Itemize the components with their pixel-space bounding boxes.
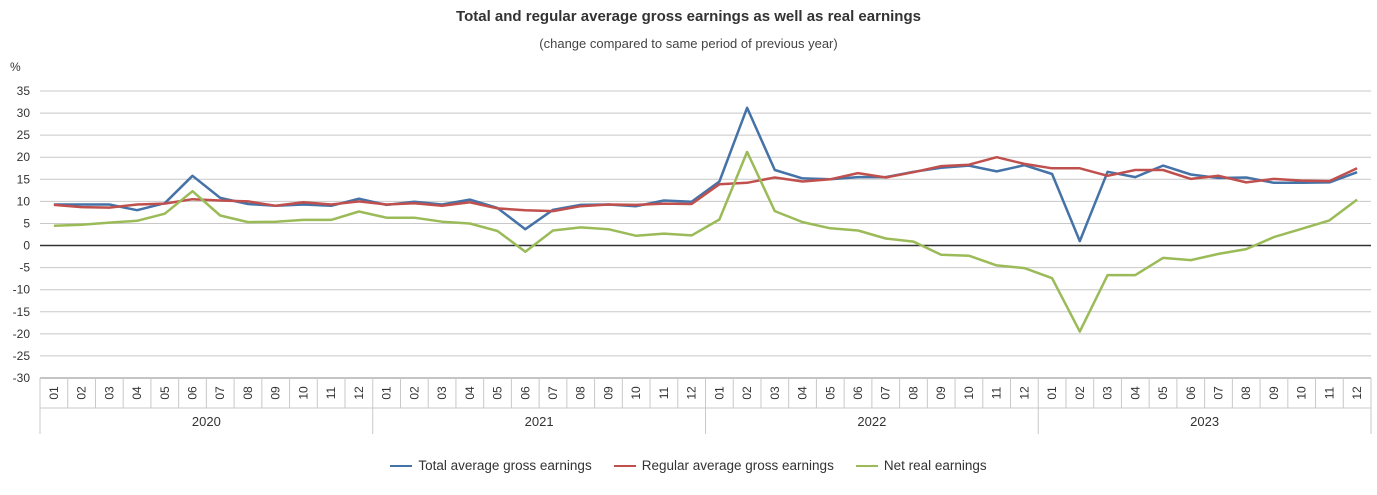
y-tick-label: 5: [23, 216, 30, 230]
x-tick-label-month: 09: [269, 386, 283, 400]
x-tick-label-month: 06: [518, 386, 532, 400]
x-tick-label-month: 05: [491, 386, 505, 400]
y-tick-label: 25: [17, 128, 31, 142]
x-tick-label-month: 06: [186, 386, 200, 400]
legend-label: Net real earnings: [883, 458, 987, 473]
x-tick-label-month: 05: [1156, 386, 1170, 400]
x-tick-label-month: 08: [241, 386, 255, 400]
x-tick-label-month: 08: [1239, 386, 1253, 400]
x-tick-label-month: 10: [629, 386, 643, 400]
y-tick-label: 30: [17, 106, 31, 120]
x-tick-label-month: 02: [75, 386, 89, 400]
y-axis-label: %: [10, 60, 21, 74]
x-tick-label-month: 07: [546, 386, 560, 400]
x-tick-label-year: 2021: [525, 414, 554, 429]
x-tick-label-month: 03: [435, 386, 449, 400]
x-tick-label-month: 03: [102, 386, 116, 400]
legend-label: Regular average gross earnings: [641, 458, 834, 473]
x-tick-label-month: 10: [1295, 386, 1309, 400]
x-tick-label-month: 07: [1211, 386, 1225, 400]
x-tick-label-month: 01: [380, 386, 394, 400]
x-tick-label-month: 12: [685, 386, 699, 400]
x-tick-label-year: 2022: [857, 414, 886, 429]
x-tick-label-year: 2023: [1190, 414, 1219, 429]
x-tick-label-month: 02: [1073, 386, 1087, 400]
y-tick-label: -15: [13, 305, 31, 319]
x-tick-label-month: 09: [601, 386, 615, 400]
x-tick-label-month: 04: [796, 386, 810, 400]
x-tick-label-month: 07: [879, 386, 893, 400]
series-lines: [53, 106, 1358, 333]
x-tick-label-month: 08: [574, 386, 588, 400]
x-tick-label-month: 06: [851, 386, 865, 400]
y-tick-label: 10: [17, 194, 31, 208]
x-tick-label-month: 01: [712, 386, 726, 400]
gridlines: [40, 90, 1371, 379]
legend-label: Total average gross earnings: [418, 458, 592, 473]
x-tick-label-month: 01: [47, 386, 61, 400]
y-tick-label: 15: [17, 172, 31, 186]
series-line-net-real-earnings: [53, 150, 1358, 333]
x-tick-label-month: 12: [352, 386, 366, 400]
x-tick-label-month: 10: [962, 386, 976, 400]
x-tick-label-month: 03: [768, 386, 782, 400]
legend-swatch-icon: [613, 464, 636, 467]
x-tick-label-month: 12: [1350, 386, 1364, 400]
legend-item: Net real earnings: [855, 458, 987, 473]
x-tick-label-month: 11: [1322, 386, 1336, 399]
x-tick-label-month: 07: [213, 386, 227, 400]
x-tick-label-month: 10: [296, 386, 310, 400]
legend-item: Regular average gross earnings: [613, 458, 834, 473]
y-tick-label: 35: [17, 84, 31, 98]
chart-title: Total and regular average gross earnings…: [456, 8, 921, 25]
x-tick-label-month: 12: [1017, 386, 1031, 400]
x-tick-label-month: 08: [906, 386, 920, 400]
x-tick-label-month: 03: [1101, 386, 1115, 400]
x-tick-label-month: 09: [1267, 386, 1281, 400]
x-tick-label-month: 11: [324, 386, 338, 399]
x-tick-label-month: 09: [934, 386, 948, 400]
x-tick-label-month: 06: [1184, 386, 1198, 400]
y-tick-label: 20: [17, 150, 31, 164]
chart-subtitle: (change compared to same period of previ…: [539, 36, 838, 51]
series-line-regular-average-gross-earnings: [53, 155, 1358, 213]
y-tick-label: -5: [19, 261, 30, 275]
x-tick-label-month: 02: [407, 386, 421, 400]
x-tick-label-month: 04: [130, 386, 144, 400]
x-tick-label-month: 05: [158, 386, 172, 400]
x-tick-label-month: 01: [1045, 386, 1059, 400]
y-tick-label: -30: [13, 371, 31, 385]
legend-item: Total average gross earnings: [390, 458, 592, 473]
x-tick-label-month: 05: [823, 386, 837, 400]
x-tick-label-year: 2020: [192, 414, 221, 429]
x-tick-label-month: 04: [463, 386, 477, 400]
legend-swatch-icon: [855, 464, 878, 467]
x-tick-label-month: 11: [657, 386, 671, 399]
y-tick-label: -25: [13, 349, 31, 363]
x-tick-label-month: 02: [740, 386, 754, 400]
legend-swatch-icon: [390, 464, 413, 467]
legend: Total average gross earnings Regular aver…: [0, 458, 1377, 473]
y-tick-label: 0: [23, 239, 30, 253]
y-axis: 35 30 25 20 15 10 5 0 -5 -10 -15 -20 -25 -30: [13, 84, 31, 385]
x-axis: 01 02 03 04 05 06 07 08 09 10 11 12 01 02 03 04 05 06 07 08…: [39, 377, 1372, 434]
x-tick-label-month: 04: [1128, 386, 1142, 400]
x-tick-label-month: 11: [990, 386, 1004, 399]
y-tick-label: -10: [13, 283, 31, 297]
y-tick-label: -20: [13, 327, 31, 341]
